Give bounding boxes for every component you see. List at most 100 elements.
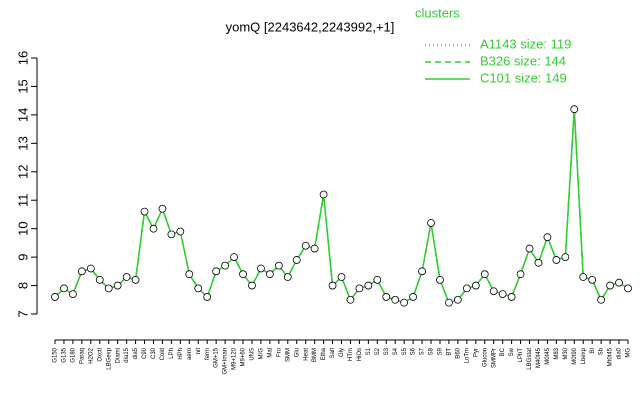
data-point [409, 293, 418, 301]
data-point [373, 275, 382, 284]
data-point [113, 281, 122, 290]
x-tick-label: M9+60 [241, 347, 247, 366]
x-tick-label: SMMPr [491, 348, 497, 368]
data-point [131, 275, 140, 284]
x-tick-label: LoTm [464, 348, 470, 363]
x-tick-label: dia0 [617, 347, 623, 359]
data-point [427, 219, 435, 227]
x-tick-label: BC [500, 347, 506, 356]
data-point [382, 293, 391, 301]
data-point [51, 293, 59, 301]
x-tick-label: M/G [259, 348, 265, 360]
y-tick-label: 16 [15, 51, 30, 65]
x-tick-label: dia5 [133, 347, 139, 359]
x-tick-label: BMM [312, 348, 318, 362]
data-point [95, 275, 104, 284]
x-tick-label: BI [590, 348, 596, 354]
x-tick-label: HTm [348, 348, 354, 361]
data-point [346, 295, 355, 304]
data-point [301, 241, 310, 250]
x-tick-label: G150 [53, 347, 59, 362]
data-point [561, 253, 570, 262]
x-tick-label: Sw [509, 347, 515, 356]
x-tick-label: Glu [294, 348, 300, 357]
data-point [230, 253, 238, 262]
data-point [445, 298, 453, 307]
x-tick-label: UNS [250, 348, 256, 361]
data-point [283, 273, 292, 281]
x-tick-label: Etha [321, 347, 327, 360]
x-tick-label: Paraq [79, 348, 85, 364]
x-tick-label: S6 [411, 347, 417, 355]
data-point [86, 264, 95, 273]
chart-title: yomQ [2243642,2243992,+1] [226, 19, 395, 34]
legend-label: C101 size: 149 [480, 70, 567, 85]
x-tick-label: LBGstat [527, 348, 533, 370]
data-point [498, 290, 507, 298]
x-tick-label: Pyr [473, 348, 479, 357]
x-tick-label: S8 [429, 347, 435, 355]
x-tick-label: M0t45 [545, 347, 551, 364]
data-point [552, 256, 561, 264]
data-point [140, 207, 149, 216]
data-point [516, 270, 525, 279]
data-point [203, 293, 212, 301]
x-tick-label: LBGexp [106, 347, 112, 369]
x-tick-label: Heat [303, 348, 309, 361]
x-tick-label: Gly [339, 348, 345, 357]
data-point [525, 244, 534, 253]
data-point [69, 290, 77, 298]
data-point [176, 227, 185, 236]
x-tick-label: Lbexp [581, 347, 587, 364]
data-point [158, 204, 167, 213]
data-point [274, 261, 283, 270]
y-tick-label: 12 [15, 165, 30, 179]
x-tick-label: GM+15 [214, 347, 220, 368]
data-point [221, 261, 230, 270]
x-tick-label: S7 [420, 347, 426, 355]
data-point [167, 230, 176, 239]
data-point [471, 281, 480, 290]
data-point [292, 256, 301, 264]
data-point [570, 105, 579, 114]
x-tick-label: G180 [70, 347, 76, 362]
x-tick-label: SMM [285, 348, 291, 362]
data-point [400, 298, 409, 307]
data-point [489, 287, 498, 296]
x-tick-label: S3 [384, 347, 390, 355]
y-tick-label: 13 [15, 136, 30, 150]
data-point [257, 264, 265, 273]
data-point [104, 284, 113, 293]
x-tick-label: G135 [62, 347, 68, 362]
data-point [239, 270, 247, 279]
x-tick-label: M40t45 [536, 347, 542, 368]
data-point [60, 284, 68, 293]
data-point [579, 273, 588, 281]
y-tick-label: 14 [15, 108, 30, 122]
x-tick-label: S9 [438, 347, 444, 355]
data-point [212, 267, 221, 276]
data-point [480, 270, 489, 279]
data-point [436, 275, 444, 284]
x-tick-label: Salt [330, 348, 336, 359]
data-point [453, 295, 462, 304]
data-point [185, 270, 194, 279]
data-point [624, 284, 632, 293]
legend-title: clusters [415, 5, 460, 20]
x-tick-label: BT [447, 348, 453, 356]
data-point [391, 295, 400, 304]
data-point [149, 224, 158, 233]
x-tick-label: Cold [160, 348, 166, 360]
x-tick-label: Sb [599, 347, 605, 355]
x-tick-label: Mt0t45 [608, 347, 614, 366]
x-tick-label: GM+Iman [223, 348, 229, 375]
data-point [606, 281, 614, 290]
x-tick-label: M9+120 [232, 347, 238, 370]
y-tick-label: 11 [15, 193, 30, 207]
x-tick-label: B60 [455, 347, 461, 358]
x-tick-label: S5 [402, 347, 408, 355]
data-point [319, 190, 328, 199]
data-point [462, 284, 471, 293]
x-tick-label: M30 [563, 347, 569, 359]
